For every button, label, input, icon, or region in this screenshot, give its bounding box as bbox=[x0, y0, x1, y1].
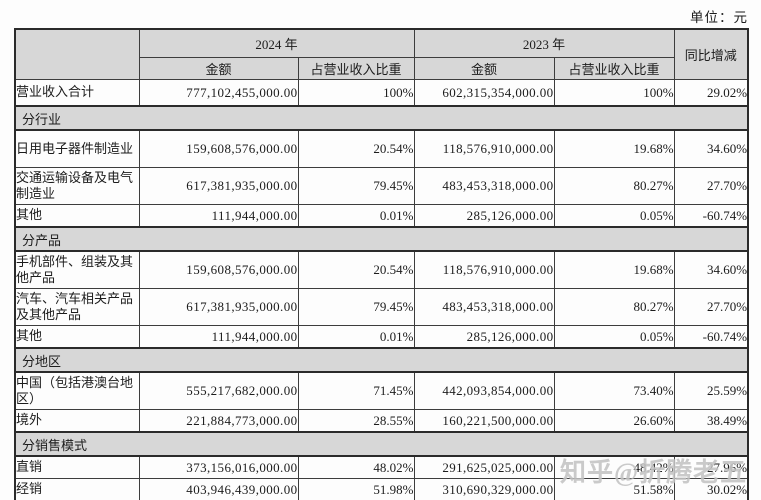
section-header-product: 分产品 bbox=[14, 226, 749, 252]
amount-2024: 159,608,576,000.00 bbox=[138, 129, 299, 168]
pct-2024: 71.45% bbox=[297, 371, 415, 410]
amount-2024: 403,946,439,000.00 bbox=[138, 478, 299, 500]
section-title: 分产品 bbox=[14, 226, 749, 252]
pct-2024: 20.54% bbox=[297, 129, 415, 168]
section-title: 分地区 bbox=[14, 347, 749, 373]
row-label: 日用电子器件制造业 bbox=[14, 129, 140, 168]
row-label: 直销 bbox=[14, 455, 140, 479]
amount-2024: 111,944,000.00 bbox=[138, 204, 299, 228]
yoy-value: 27.70% bbox=[673, 288, 749, 326]
unit-label: 单位：元 bbox=[690, 10, 748, 25]
amount-2023: 160,221,500,000.00 bbox=[413, 409, 555, 433]
yoy-value: 34.60% bbox=[673, 250, 749, 289]
yoy-value: 27.96% bbox=[673, 455, 749, 479]
corner-cell bbox=[14, 28, 140, 80]
pct-2024: 48.02% bbox=[297, 455, 415, 479]
row-label: 中国（包括港澳台地区） bbox=[14, 371, 140, 410]
pct-2023: 0.05% bbox=[553, 325, 675, 349]
row-label: 其他 bbox=[14, 325, 140, 349]
amount-2024: 159,608,576,000.00 bbox=[138, 250, 299, 289]
table-row: 日用电子器件制造业 159,608,576,000.00 20.54% 118,… bbox=[14, 129, 749, 168]
section-title: 分销售模式 bbox=[14, 431, 749, 457]
table-row: 交通运输设备及电气制造业 617,381,935,000.00 79.45% 4… bbox=[14, 167, 749, 205]
yoy-value: 29.02% bbox=[673, 79, 749, 107]
yoy-value: 27.70% bbox=[673, 167, 749, 205]
amount-2023: 118,576,910,000.00 bbox=[413, 129, 555, 168]
pct-2024: 79.45% bbox=[297, 288, 415, 326]
pct-2024: 0.01% bbox=[297, 325, 415, 349]
revenue-breakdown-table: 2024 年 2023 年 同比增减 金额 占营业收入比重 金额 占营业收入比重… bbox=[14, 28, 750, 500]
pct-2024: 100% bbox=[297, 79, 415, 107]
pct-2024: 20.54% bbox=[297, 250, 415, 289]
amount-2024: 221,884,773,000.00 bbox=[138, 409, 299, 433]
pct-2024: 51.98% bbox=[297, 478, 415, 500]
header-year-2023: 2023 年 bbox=[413, 28, 675, 58]
row-label: 经销 bbox=[14, 478, 140, 500]
pct-2023: 19.68% bbox=[553, 250, 675, 289]
pct-2023: 73.40% bbox=[553, 371, 675, 410]
amount-2024: 373,156,016,000.00 bbox=[138, 455, 299, 479]
pct-2023: 26.60% bbox=[553, 409, 675, 433]
pct-2024: 28.55% bbox=[297, 409, 415, 433]
header-year-2024: 2024 年 bbox=[138, 28, 415, 58]
pct-2023: 0.05% bbox=[553, 204, 675, 228]
pct-2024: 0.01% bbox=[297, 204, 415, 228]
pct-2023: 80.27% bbox=[553, 288, 675, 326]
amount-2024: 617,381,935,000.00 bbox=[138, 167, 299, 205]
amount-2023: 291,625,025,000.00 bbox=[413, 455, 555, 479]
table-row: 直销 373,156,016,000.00 48.02% 291,625,025… bbox=[14, 455, 749, 479]
amount-2024: 555,217,682,000.00 bbox=[138, 371, 299, 410]
amount-2024: 617,381,935,000.00 bbox=[138, 288, 299, 326]
yoy-value: 34.60% bbox=[673, 129, 749, 168]
header-proportion-2024: 占营业收入比重 bbox=[297, 57, 415, 80]
yoy-value: -60.74% bbox=[673, 204, 749, 228]
pct-2023: 48.42% bbox=[553, 455, 675, 479]
amount-2023: 442,093,854,000.00 bbox=[413, 371, 555, 410]
section-header-region: 分地区 bbox=[14, 347, 749, 373]
row-label: 营业收入合计 bbox=[14, 79, 140, 107]
amount-2023: 483,453,318,000.00 bbox=[413, 167, 555, 205]
table-row: 其他 111,944,000.00 0.01% 285,126,000.00 0… bbox=[14, 204, 749, 228]
table-row: 经销 403,946,439,000.00 51.98% 310,690,329… bbox=[14, 478, 749, 500]
header-amount-2024: 金额 bbox=[138, 57, 299, 80]
amount-2023: 602,315,354,000.00 bbox=[413, 79, 555, 107]
amount-2023: 285,126,000.00 bbox=[413, 204, 555, 228]
yoy-value: 38.49% bbox=[673, 409, 749, 433]
table-row: 其他 111,944,000.00 0.01% 285,126,000.00 0… bbox=[14, 325, 749, 349]
amount-2023: 285,126,000.00 bbox=[413, 325, 555, 349]
row-label: 手机部件、组装及其他产品 bbox=[14, 250, 140, 289]
yoy-value: 25.59% bbox=[673, 371, 749, 410]
table-row: 手机部件、组装及其他产品 159,608,576,000.00 20.54% 1… bbox=[14, 250, 749, 289]
amount-2023: 483,453,318,000.00 bbox=[413, 288, 555, 326]
amount-2023: 310,690,329,000.00 bbox=[413, 478, 555, 500]
table-row-total: 营业收入合计 777,102,455,000.00 100% 602,315,3… bbox=[14, 79, 749, 107]
yoy-value: 30.02% bbox=[673, 478, 749, 500]
header-row-measures: 金额 占营业收入比重 金额 占营业收入比重 bbox=[15, 57, 748, 80]
table-row: 境外 221,884,773,000.00 28.55% 160,221,500… bbox=[14, 409, 749, 433]
header-amount-2023: 金额 bbox=[413, 57, 555, 80]
amount-2024: 777,102,455,000.00 bbox=[138, 79, 299, 107]
row-label: 汽车、汽车相关产品及其他产品 bbox=[14, 288, 140, 326]
pct-2023: 51.58% bbox=[553, 478, 675, 500]
row-label: 境外 bbox=[14, 409, 140, 433]
section-header-industry: 分行业 bbox=[14, 105, 749, 131]
table-row: 汽车、汽车相关产品及其他产品 617,381,935,000.00 79.45%… bbox=[14, 288, 749, 326]
table-row: 中国（包括港澳台地区） 555,217,682,000.00 71.45% 44… bbox=[14, 371, 749, 410]
amount-2024: 111,944,000.00 bbox=[138, 325, 299, 349]
amount-2023: 118,576,910,000.00 bbox=[413, 250, 555, 289]
pct-2023: 100% bbox=[553, 79, 675, 107]
row-label: 其他 bbox=[14, 204, 140, 228]
row-label: 交通运输设备及电气制造业 bbox=[14, 167, 140, 205]
header-proportion-2023: 占营业收入比重 bbox=[553, 57, 675, 80]
section-title: 分行业 bbox=[14, 105, 749, 131]
header-yoy: 同比增减 bbox=[673, 28, 749, 80]
section-header-sales-model: 分销售模式 bbox=[14, 431, 749, 457]
pct-2023: 80.27% bbox=[553, 167, 675, 205]
yoy-value: -60.74% bbox=[673, 325, 749, 349]
header-row-years: 2024 年 2023 年 同比增减 bbox=[14, 28, 749, 80]
pct-2023: 19.68% bbox=[553, 129, 675, 168]
pct-2024: 79.45% bbox=[297, 167, 415, 205]
